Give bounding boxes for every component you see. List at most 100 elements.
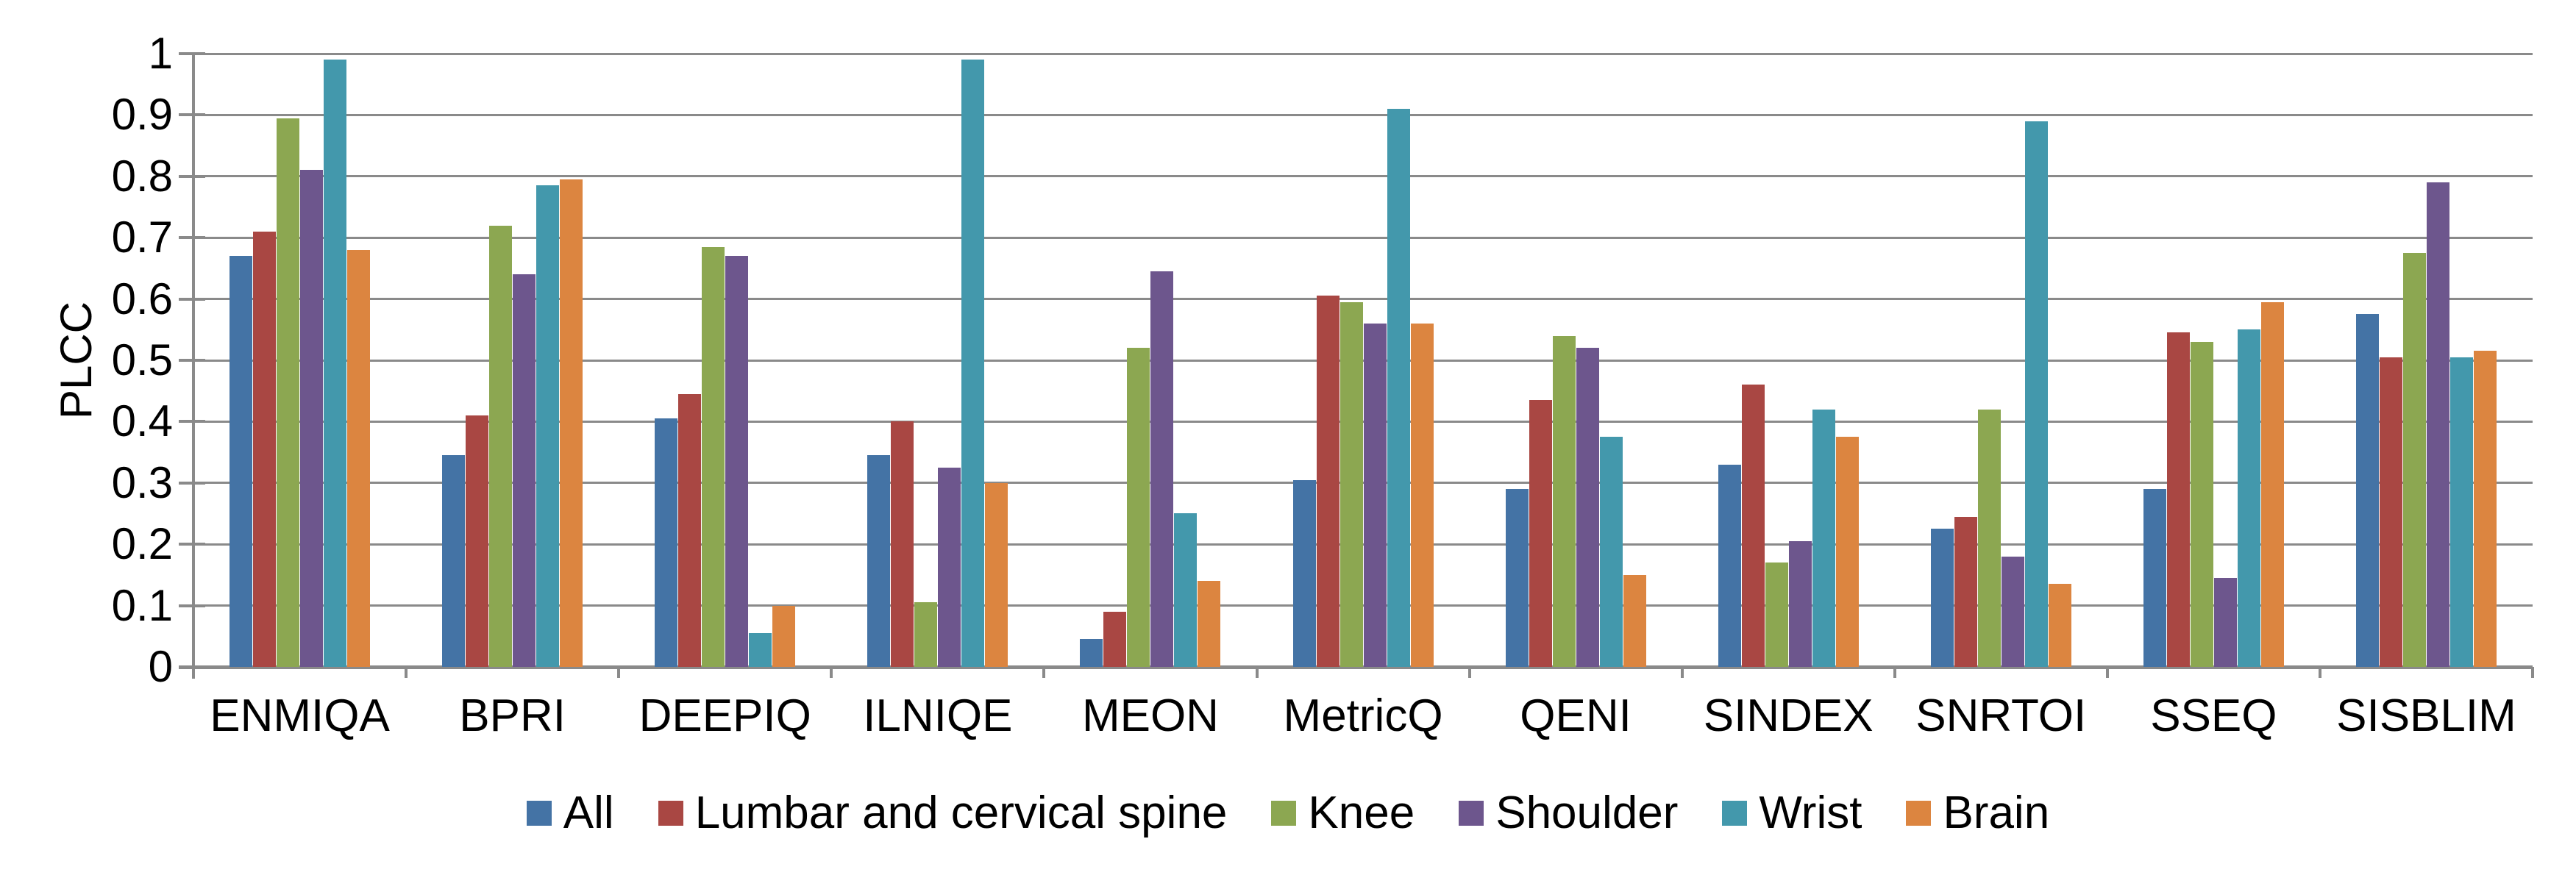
legend-label-Knee: Knee — [1308, 788, 1415, 838]
x-tick — [1255, 667, 1259, 678]
bar-SISBLIM-All — [2356, 314, 2379, 667]
bar-ILNIQE-All — [867, 455, 891, 667]
legend-item-Brain: Brain — [1906, 789, 2049, 838]
x-tick — [405, 667, 408, 678]
x-tick — [2105, 667, 2109, 678]
x-tick — [2531, 667, 2534, 678]
bar-DEEPIQ-Knee — [702, 247, 725, 667]
legend-swatch-Wrist — [1722, 801, 1748, 826]
legend-item-Knee: Knee — [1271, 789, 1415, 838]
bar-SINDEX-All — [1718, 465, 1741, 667]
gridline-0.8 — [193, 175, 2533, 178]
bar-MetricQ-Shoulder — [1363, 324, 1387, 667]
bar-DEEPIQ-Wrist — [749, 633, 772, 667]
bar-MetricQ-Knee — [1339, 302, 1363, 667]
x-tick — [192, 667, 195, 678]
bar-SINDEX-Lumbar and cervical spine — [1741, 385, 1765, 667]
bar-QENI-Lumbar and cervical spine — [1529, 400, 1552, 667]
bar-SISBLIM-Knee — [2403, 253, 2426, 667]
x-category-label-SNRTOI: SNRTOI — [1915, 690, 2087, 741]
bar-SNRTOI-All — [1930, 529, 1954, 667]
bar-SSEQ-Brain — [2260, 302, 2284, 667]
x-tick — [1467, 667, 1471, 678]
bar-SINDEX-Knee — [1765, 562, 1788, 667]
legend-swatch-Shoulder — [1459, 801, 1484, 826]
x-tick — [1042, 667, 1046, 678]
bar-SNRTOI-Shoulder — [2001, 557, 2024, 667]
gridline-0.9 — [193, 113, 2533, 116]
y-tick-label-0.6: 0.6 — [111, 274, 173, 324]
bar-ILNIQE-Brain — [985, 483, 1008, 667]
x-category-label-MEON: MEON — [1081, 690, 1219, 741]
legend-label-Wrist: Wrist — [1759, 788, 1862, 838]
bar-SSEQ-Knee — [2190, 342, 2213, 667]
bar-MetricQ-All — [1292, 480, 1316, 667]
bar-SNRTOI-Knee — [1977, 410, 2001, 667]
bar-DEEPIQ-Brain — [772, 606, 796, 667]
bar-QENI-Shoulder — [1576, 348, 1599, 667]
x-category-label-ENMIQA: ENMIQA — [210, 690, 390, 741]
y-tick-label-0.8: 0.8 — [111, 151, 173, 201]
x-tick — [1680, 667, 1684, 678]
y-tick-label-1: 1 — [148, 29, 173, 78]
x-axis-line — [179, 665, 2533, 669]
bar-SNRTOI-Brain — [2048, 584, 2071, 667]
x-category-label-DEEPIQ: DEEPIQ — [638, 690, 811, 741]
bar-ENMIQA-Brain — [347, 250, 370, 667]
bar-BPRI-Knee — [489, 226, 513, 667]
bar-MetricQ-Brain — [1410, 324, 1434, 667]
bar-QENI-All — [1505, 489, 1529, 667]
bar-BPRI-Wrist — [536, 185, 560, 667]
x-category-label-SINDEX: SINDEX — [1703, 690, 1874, 741]
gridline-0.3 — [193, 482, 2533, 485]
legend-swatch-Lumbar and cervical spine — [658, 801, 683, 826]
bar-MEON-Wrist — [1174, 513, 1198, 667]
legend-label-All: All — [563, 788, 614, 838]
gridline-0.1 — [193, 604, 2533, 607]
y-tick-label-0.1: 0.1 — [111, 580, 173, 630]
bar-MetricQ-Lumbar and cervical spine — [1316, 296, 1339, 667]
bar-SINDEX-Shoulder — [1788, 541, 1812, 667]
bar-BPRI-Brain — [560, 179, 583, 667]
bar-QENI-Knee — [1552, 336, 1576, 667]
x-category-label-SSEQ: SSEQ — [2150, 690, 2277, 741]
x-tick — [617, 667, 621, 678]
bar-BPRI-All — [442, 455, 466, 667]
bar-ENMIQA-All — [230, 256, 252, 667]
legend-label-Lumbar and cervical spine: Lumbar and cervical spine — [694, 788, 1228, 838]
bar-MEON-Lumbar and cervical spine — [1103, 612, 1127, 667]
y-tick-label-0.5: 0.5 — [111, 335, 173, 385]
bar-SSEQ-Wrist — [2237, 329, 2260, 667]
bar-SINDEX-Brain — [1835, 437, 1859, 667]
bar-SISBLIM-Lumbar and cervical spine — [2380, 357, 2402, 667]
x-tick — [830, 667, 833, 678]
bar-DEEPIQ-Shoulder — [725, 256, 749, 667]
bar-BPRI-Lumbar and cervical spine — [466, 415, 489, 667]
bar-SINDEX-Wrist — [1812, 410, 1835, 667]
bar-MEON-Brain — [1198, 581, 1221, 667]
y-tick-label-0.9: 0.9 — [111, 90, 173, 140]
bar-MetricQ-Wrist — [1387, 109, 1410, 667]
legend-swatch-All — [526, 801, 552, 826]
x-tick — [1893, 667, 1896, 678]
x-category-label-QENI: QENI — [1520, 690, 1632, 741]
x-category-label-MetricQ: MetricQ — [1283, 690, 1443, 741]
bar-QENI-Wrist — [1599, 437, 1623, 667]
y-tick-label-0.3: 0.3 — [111, 457, 173, 507]
x-tick — [2318, 667, 2321, 678]
bar-MEON-Knee — [1127, 348, 1150, 667]
gridline-0.4 — [193, 420, 2533, 423]
bar-SSEQ-Lumbar and cervical spine — [2166, 332, 2190, 667]
legend-label-Brain: Brain — [1943, 788, 2050, 838]
bar-ENMIQA-Lumbar and cervical spine — [253, 232, 276, 667]
y-axis-line — [192, 54, 195, 679]
x-category-label-SISBLIM: SISBLIM — [2336, 690, 2516, 741]
y-tick-label-0.2: 0.2 — [111, 519, 173, 569]
gridline-0.7 — [193, 236, 2533, 239]
bar-SSEQ-All — [2143, 489, 2166, 667]
gridline-0.6 — [193, 298, 2533, 301]
x-category-label-ILNIQE: ILNIQE — [863, 690, 1013, 741]
bar-ILNIQE-Knee — [914, 602, 938, 667]
